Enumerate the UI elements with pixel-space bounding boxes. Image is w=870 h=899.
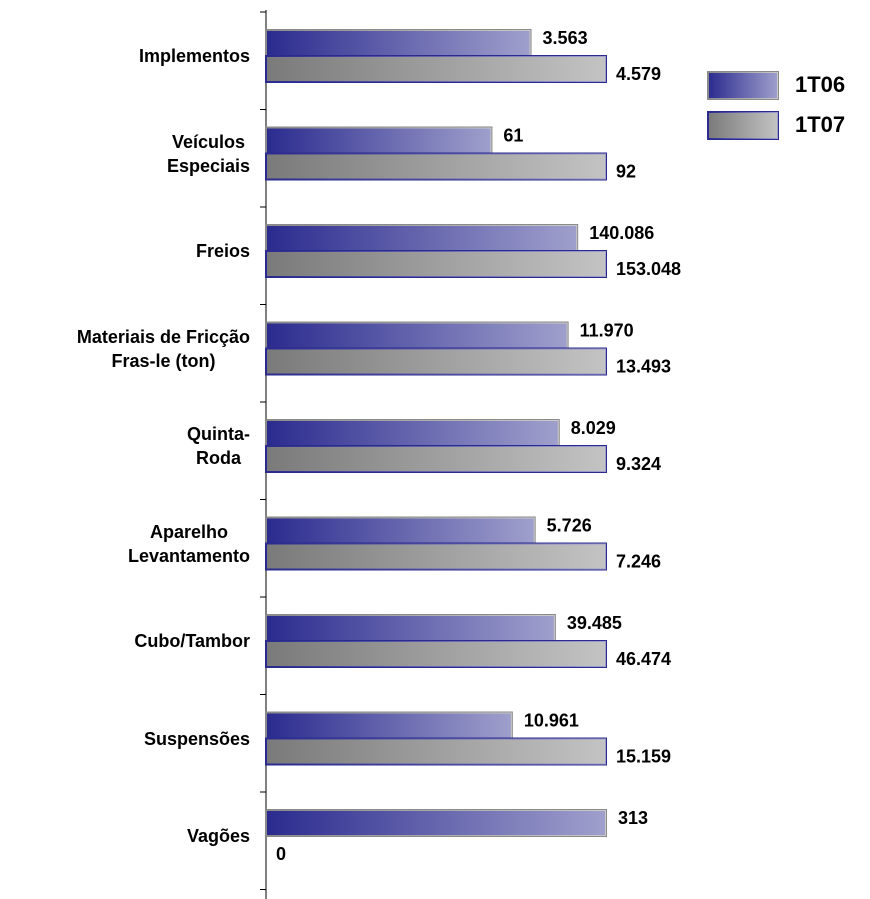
bar-shine — [266, 322, 568, 349]
category-label: Vagões — [186, 826, 250, 846]
value-label: 0 — [276, 844, 286, 864]
value-label: 8.029 — [571, 418, 616, 438]
value-label: 5.726 — [547, 515, 592, 535]
category-label: Aparelho Levantamento — [127, 521, 250, 566]
bar-shine — [266, 420, 559, 446]
value-label: 10.961 — [524, 710, 579, 730]
value-label: 46.474 — [616, 649, 671, 669]
category-label: Materiais de Fricção Fras-le (ton) — [76, 326, 250, 371]
legend-shine — [708, 72, 778, 99]
value-label: 13.493 — [616, 356, 671, 376]
value-label: 39.485 — [567, 613, 622, 633]
value-label: 7.246 — [616, 551, 661, 571]
category-label: Cubo/Tambor — [134, 631, 250, 651]
category-label: Suspensões — [143, 728, 250, 749]
value-label: 61 — [503, 125, 523, 145]
bar-shine — [266, 30, 531, 56]
legend-shine — [708, 112, 778, 139]
bar-shine — [266, 56, 606, 82]
bar-shine — [266, 615, 555, 641]
bar-shine — [266, 348, 606, 375]
bar-shine — [266, 225, 578, 251]
value-label: 313 — [618, 808, 648, 828]
bar-shine — [266, 810, 606, 836]
value-label: 3.563 — [543, 28, 588, 48]
bar-shine — [266, 543, 606, 570]
bar-shine — [266, 712, 512, 739]
legend-label: 1T07 — [795, 112, 845, 137]
value-label: 140.086 — [589, 223, 654, 243]
value-label: 15.159 — [616, 746, 671, 766]
value-label: 11.970 — [580, 320, 634, 340]
category-label: Implementos — [138, 46, 250, 66]
value-label: 153.048 — [616, 259, 681, 279]
bar-shine — [266, 738, 606, 765]
bar-shine — [266, 446, 606, 472]
bar-shine — [266, 153, 606, 180]
value-label: 92 — [616, 161, 636, 181]
legend-label: 1T06 — [795, 72, 845, 97]
category-label: Freios — [195, 241, 250, 261]
bar-shine — [266, 251, 606, 277]
bar-shine — [266, 641, 606, 667]
bar-shine — [266, 127, 492, 154]
value-label: 4.579 — [616, 64, 661, 84]
bar-shine — [266, 517, 535, 544]
value-label: 9.324 — [616, 454, 661, 474]
category-label: Quinta- Roda — [187, 424, 250, 468]
category-label: Veículos Especiais — [166, 131, 250, 176]
